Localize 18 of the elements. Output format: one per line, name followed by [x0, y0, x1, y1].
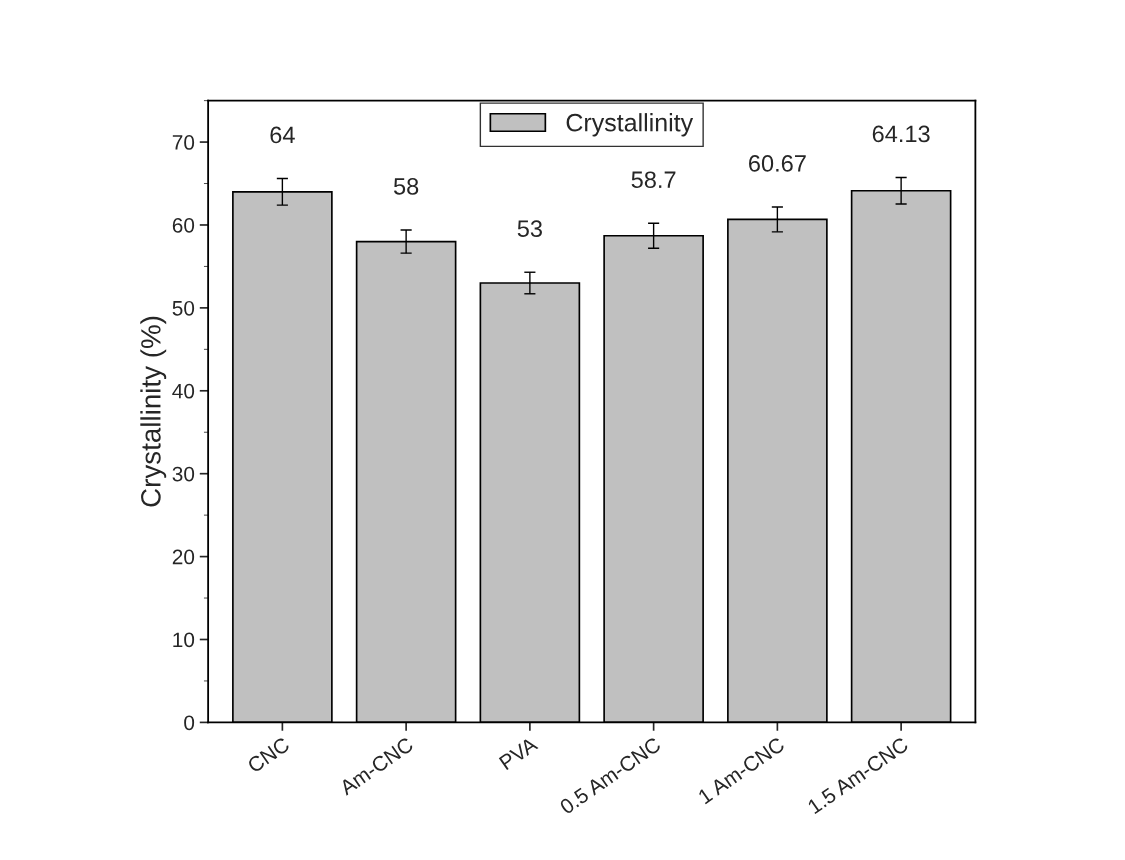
data-label: 64 [270, 126, 295, 144]
y-tick-label: 60 [172, 217, 195, 233]
y-tick-label: 10 [173, 632, 195, 648]
data-label: 53 [517, 220, 542, 238]
data-label: 58 [393, 178, 419, 195]
y-tick-label: 70 [172, 135, 195, 150]
x-tick-label: PVA [498, 736, 539, 771]
legend-label: Crystallinity [566, 113, 694, 137]
y-tick-label: 40 [172, 383, 195, 399]
y-tick-label: 20 [172, 549, 195, 565]
y-tick-label: 50 [172, 300, 195, 316]
x-tick-label: CNC [246, 736, 291, 774]
y-tick-label: 30 [172, 466, 195, 482]
data-label: 64.13 [872, 125, 930, 143]
y-tick-label: 0 [184, 715, 195, 731]
y-axis-title: Crystallinity (%) [140, 316, 167, 507]
data-label: 60.67 [749, 155, 806, 172]
data-label: 58.7 [631, 171, 676, 189]
